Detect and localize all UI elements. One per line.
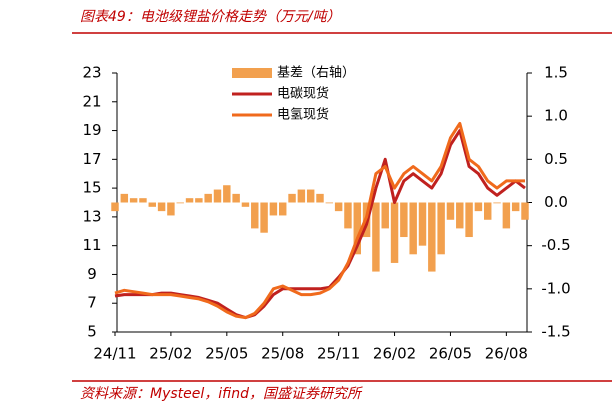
basis-bar [334, 202, 343, 212]
y-tick-label: 11 [82, 236, 101, 254]
basis-bar [297, 189, 306, 203]
legend-swatch [232, 68, 272, 78]
basis-bar [456, 202, 464, 229]
y2-tick-label: -1.0 [541, 279, 570, 297]
basis-bar [139, 198, 147, 203]
basis-bar [167, 202, 175, 216]
basis-bar [381, 202, 389, 229]
x-tick-label: 26/02 [373, 345, 416, 363]
y2-tick-label: 1.0 [544, 107, 568, 125]
y2-tick-label: -1.5 [541, 323, 570, 341]
y-tick-label: 5 [87, 323, 97, 341]
x-tick-label: 25/08 [261, 345, 304, 363]
basis-bar [306, 189, 315, 203]
legend-label: 电氢现货 [277, 107, 329, 123]
basis-bar [372, 202, 380, 272]
y-tick-label: 9 [87, 265, 97, 283]
basis-bar [213, 189, 222, 203]
basis-bar [409, 202, 417, 255]
y-tick-label: 17 [82, 150, 101, 168]
basis-bar [120, 193, 129, 203]
y2-tick-label: 1.5 [544, 64, 568, 82]
basis-bar [223, 185, 231, 203]
basis-bar [437, 202, 445, 255]
price-line [114, 121, 525, 320]
basis-bar [129, 198, 138, 203]
basis-bar [316, 193, 324, 203]
basis-bar [400, 202, 408, 238]
x-tick-label: 25/02 [149, 345, 192, 363]
y-tick-label: 7 [87, 294, 97, 312]
basis-bar [428, 202, 436, 272]
y-tick-label: 19 [82, 121, 101, 139]
basis-bar [176, 202, 184, 204]
chart-title: 图表49：电池级锂盐价格走势（万元/吨） [80, 9, 341, 25]
basis-bar [465, 202, 473, 238]
y2-tick-label: 0.0 [544, 193, 568, 211]
basis-bar [185, 198, 194, 203]
basis-bar [195, 198, 203, 203]
basis-bar [269, 202, 278, 216]
x-tick-label: 25/11 [317, 345, 360, 363]
x-tick-label: 26/08 [485, 345, 528, 363]
basis-bar [390, 202, 399, 263]
basis-bar [511, 202, 520, 212]
y-tick-label: 21 [82, 92, 101, 110]
basis-bar [111, 202, 119, 212]
basis-bar [232, 193, 240, 203]
y-tick-label: 15 [82, 179, 101, 197]
basis-bar [344, 202, 352, 229]
source: 资料来源：Mysteel，ifind，国盛证券研究所 [80, 386, 363, 402]
basis-bar [484, 202, 492, 220]
basis-bar [502, 202, 511, 229]
basis-bar [418, 202, 427, 246]
basis-bar [260, 202, 268, 233]
basis-bar [279, 202, 287, 216]
basis-bar [241, 202, 250, 207]
x-tick-label: 24/11 [93, 345, 136, 363]
basis-bar [148, 202, 156, 207]
basis-bar [493, 202, 501, 204]
basis-bar [446, 202, 455, 220]
x-tick-label: 26/05 [429, 345, 472, 363]
legend-label: 电碳现货 [277, 86, 329, 102]
basis-bar [521, 202, 529, 220]
legend-label: 基差（右轴） [277, 66, 355, 81]
y-tick-label: 13 [82, 207, 101, 225]
y2-tick-label: 0.5 [544, 150, 568, 168]
basis-bar [474, 202, 483, 212]
basis-bar [204, 193, 212, 203]
basis-bar [288, 193, 296, 203]
basis-bar [157, 202, 166, 212]
basis-bar [353, 202, 361, 255]
basis-bar [251, 202, 259, 229]
y-tick-label: 23 [82, 64, 101, 82]
x-tick-label: 25/05 [205, 345, 248, 363]
y2-tick-label: -0.5 [541, 236, 570, 254]
basis-bar [325, 202, 334, 204]
